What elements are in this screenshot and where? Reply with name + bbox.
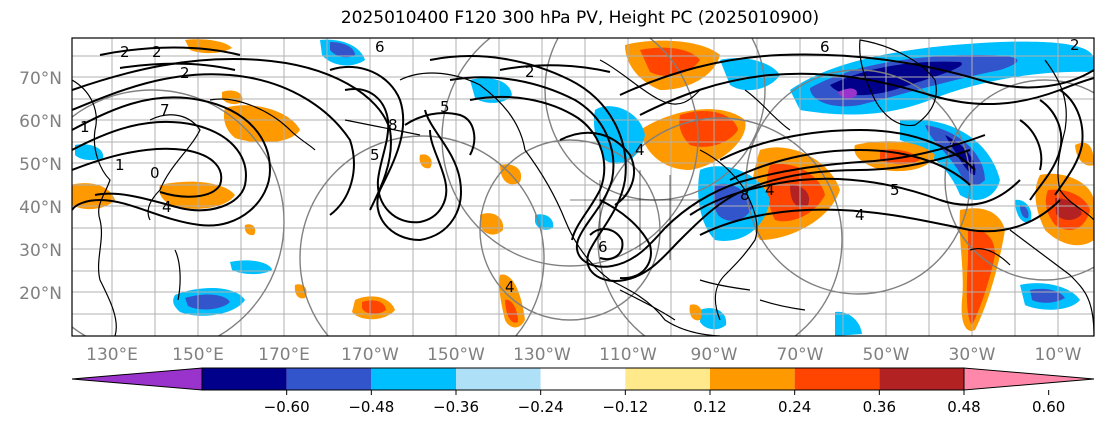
lon-label: 30°W	[949, 345, 996, 365]
colorbar-swatch	[879, 368, 964, 390]
colorbar-tick-label: −0.12	[602, 398, 648, 416]
longitude-labels: 130°E 150°E 170°E 170°W 150°W 130°W 110°…	[86, 345, 1082, 365]
contour-label: 2	[152, 43, 162, 61]
contour-label: 8	[740, 186, 750, 204]
lon-label: 50°W	[863, 345, 910, 365]
lon-label: 150°E	[172, 345, 224, 365]
colorbar-swatch	[286, 368, 372, 390]
map-frame	[71, 37, 1095, 337]
contour-label: 4	[635, 141, 645, 159]
lat-label: 20°N	[19, 284, 62, 304]
graticule	[72, 55, 1094, 315]
lat-label: 70°N	[19, 69, 62, 89]
contour-label: 5	[370, 146, 380, 164]
colorbar-frame	[201, 367, 965, 391]
contour-label: 6	[820, 38, 830, 56]
colorbar-swatch	[794, 368, 880, 390]
lat-label: 60°N	[19, 112, 62, 132]
colorbar-tick-label: 0.24	[778, 398, 811, 416]
colorbar-swatch	[710, 368, 795, 390]
pv-shading-layer	[72, 39, 1094, 336]
lat-label: 40°N	[19, 198, 62, 218]
map-title: 2025010400 F120 300 hPa PV, Height PC (2…	[340, 8, 820, 28]
lat-label: 50°N	[19, 155, 62, 175]
contour-labels: 2 2 1 2 4 6 8 6 4 5 6 4 2 1 0 5 8 7 5 4 …	[80, 36, 1080, 296]
colorbar-swatch	[625, 368, 710, 390]
contour-label: 8	[388, 116, 398, 134]
contour-label: 4	[855, 206, 865, 224]
colorbar: −0.60 −0.48 −0.36 −0.24 −0.12 0.12 0.24 0.36 0.4…	[71, 367, 1095, 416]
lon-label: 10°W	[1035, 345, 1082, 365]
height-contours	[72, 46, 1094, 282]
colorbar-tick-label: −0.60	[264, 398, 310, 416]
lon-label: 90°W	[691, 345, 738, 365]
colorbar-swatch	[371, 368, 456, 390]
contour-label: 2	[1070, 36, 1080, 54]
colorbar-tick-label: 0.60	[1032, 398, 1065, 416]
contour-label: 4	[162, 198, 172, 216]
contour-label: 2	[120, 43, 130, 61]
contour-label: 4	[765, 181, 775, 199]
contour-label: 2	[180, 64, 190, 82]
lon-label: 170°E	[258, 345, 310, 365]
contour-label: 1	[115, 156, 125, 174]
contour-label: 6	[375, 38, 385, 56]
contour-label: 2	[525, 63, 535, 81]
colorbar-swatch	[456, 368, 541, 390]
gray-circles	[72, 38, 1094, 336]
colorbar-swatch	[202, 368, 287, 390]
colorbar-tick-label: 0.36	[863, 398, 896, 416]
lon-label: 110°W	[599, 345, 657, 365]
lon-label: 150°W	[427, 345, 485, 365]
colorbar-tick-label: 0.48	[947, 398, 980, 416]
colorbar-tick-label: 0.12	[693, 398, 726, 416]
colorbar-tick-label: −0.48	[348, 398, 394, 416]
contour-label: 7	[160, 101, 170, 119]
contour-label: 6	[598, 238, 608, 256]
colorbar-extend-high	[963, 367, 1095, 391]
colorbar-swatch	[540, 368, 626, 390]
lon-label: 170°W	[341, 345, 399, 365]
colorbar-tick-label: −0.36	[433, 398, 479, 416]
colorbar-extend-low	[71, 367, 203, 391]
contour-label: 5	[890, 181, 900, 199]
contour-label: 5	[440, 98, 450, 116]
contour-label: 4	[505, 278, 515, 296]
lon-label: 130°W	[513, 345, 571, 365]
lon-label: 130°E	[86, 345, 138, 365]
latitude-labels: 70°N 60°N 50°N 40°N 30°N 20°N	[19, 69, 62, 304]
contour-label: 0	[150, 164, 160, 182]
contour-label: 1	[80, 118, 90, 136]
coastlines	[72, 39, 1094, 336]
colorbar-tick-label: −0.24	[518, 398, 564, 416]
lat-label: 30°N	[19, 241, 62, 261]
lon-label: 70°W	[777, 345, 824, 365]
